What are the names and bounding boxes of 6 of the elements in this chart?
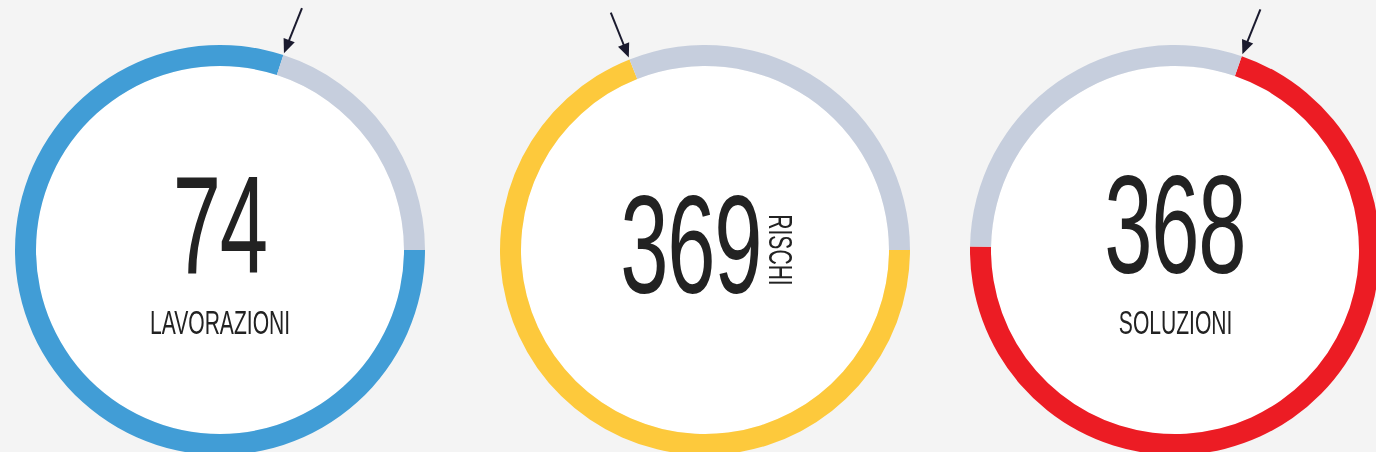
text: 74 [172, 146, 267, 303]
text: 369 [620, 166, 762, 323]
text: SOLUZIONI [1118, 303, 1232, 341]
text: 368 [1104, 146, 1246, 303]
text: RISCHI [761, 214, 800, 286]
text: LAVORAZIONI [149, 303, 291, 341]
